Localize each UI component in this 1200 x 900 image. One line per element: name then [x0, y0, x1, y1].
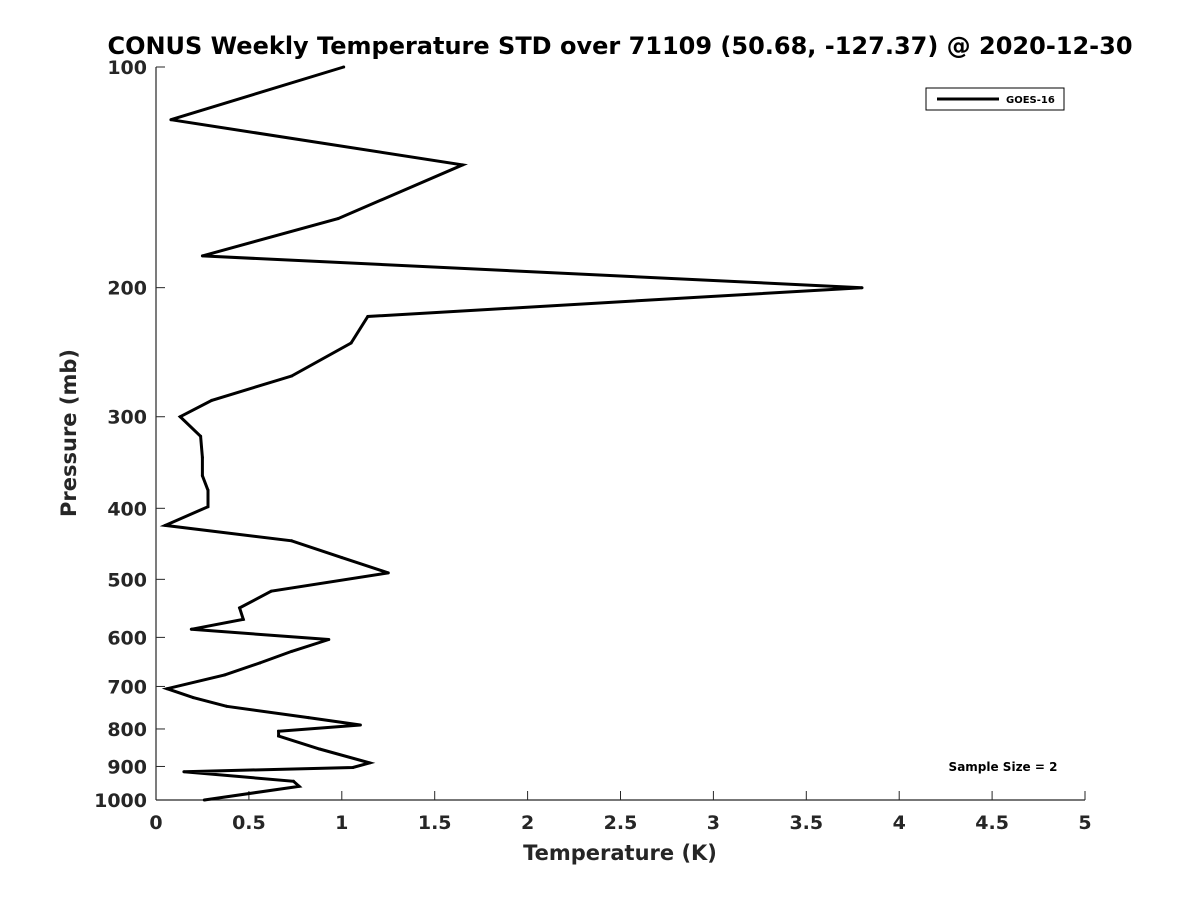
data-point [292, 779, 295, 783]
data-point [189, 627, 193, 631]
axes [155, 67, 1085, 801]
data-point [206, 488, 210, 492]
x-tick-label: 2.5 [604, 812, 638, 834]
series-line-0 [159, 65, 863, 802]
data-point [199, 434, 203, 438]
data-point [200, 456, 204, 459]
data-point [169, 118, 173, 122]
data-point [306, 716, 310, 720]
x-tick-label: 4 [893, 812, 906, 834]
legend: GOES-16 [925, 87, 1065, 111]
x-tick-label: 3 [707, 812, 720, 834]
data-point [461, 163, 465, 167]
data-point [191, 696, 195, 700]
y-tick-label: 400 [107, 498, 147, 520]
data-point [202, 798, 206, 802]
data-point [178, 415, 182, 419]
y-tick-label: 600 [107, 627, 147, 649]
x-tick-label: 5 [1078, 812, 1091, 834]
y-tick-label: 700 [107, 676, 147, 698]
y-axis-ticks: 100 200 300 400 500 600 700 800 900 1000 [94, 57, 165, 812]
y-tick-label: 800 [107, 719, 147, 741]
chart-title: CONUS Weekly Temperature STD over 71109 … [107, 32, 1132, 60]
sample-size-annotation: Sample Size = 2 [949, 760, 1058, 774]
data-point [223, 673, 227, 677]
data-point [241, 617, 245, 621]
data-point [258, 661, 262, 665]
data-point [351, 766, 355, 769]
data-point [368, 761, 372, 765]
data-point [342, 65, 346, 69]
x-tick-label: 4.5 [975, 812, 1009, 834]
y-tick-label: 300 [107, 407, 147, 429]
data-point [269, 589, 273, 593]
y-tick-label: 200 [107, 278, 147, 300]
data-point [182, 770, 186, 774]
x-axis-label: Temperature (K) [523, 841, 717, 865]
data-point [290, 374, 294, 378]
x-tick-label: 1 [335, 812, 348, 834]
data-point [297, 784, 301, 788]
y-tick-label: 900 [107, 756, 147, 778]
legend-label-goes-16: GOES-16 [1006, 95, 1055, 106]
data-point [225, 704, 229, 708]
x-tick-label: 3.5 [789, 812, 823, 834]
data-point [860, 286, 864, 290]
data-point [358, 723, 362, 727]
data-point [290, 649, 294, 653]
data-point [200, 474, 204, 478]
y-axis-label: Pressure (mb) [57, 349, 81, 517]
data-point [336, 217, 340, 221]
data-point [349, 341, 353, 345]
x-tick-label: 0 [149, 812, 162, 834]
y-tick-label: 1000 [94, 790, 147, 812]
data-point [165, 687, 169, 691]
data-point [340, 556, 344, 560]
data-point [386, 571, 390, 575]
data-point [277, 734, 281, 738]
y-tick-label: 100 [107, 57, 147, 79]
data-point [200, 254, 204, 258]
x-tick-label: 1.5 [418, 812, 452, 834]
data-point [366, 315, 370, 318]
data-point [277, 729, 281, 733]
data-point [163, 523, 167, 527]
data-point [318, 747, 321, 751]
x-tick-label: 0.5 [232, 812, 266, 834]
x-tick-label: 2 [521, 812, 534, 834]
y-tick-label: 500 [107, 569, 147, 591]
x-axis-ticks: 0 0.5 1 1.5 2 2.5 3 3.5 4 4.5 5 [149, 791, 1092, 834]
data-point [327, 638, 331, 641]
data-point [290, 539, 294, 543]
series-layer [159, 65, 864, 802]
data-point [210, 398, 214, 402]
data-point [206, 505, 210, 509]
data-point [238, 606, 242, 610]
